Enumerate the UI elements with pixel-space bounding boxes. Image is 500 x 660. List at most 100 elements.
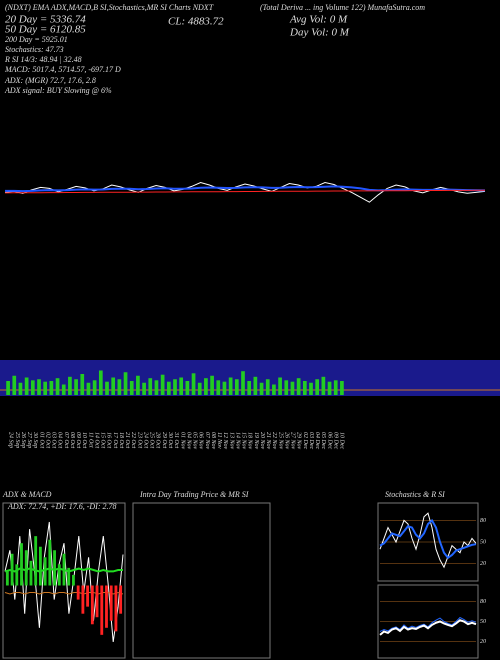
x-tick-label: 27 Nov xyxy=(290,432,296,450)
bar xyxy=(284,380,289,395)
y-tick-label: 20 xyxy=(480,639,486,645)
bar xyxy=(76,585,80,600)
indicator: R SI 14/3: 48.94 | 32.48 xyxy=(4,55,82,64)
y-tick-label: 80 xyxy=(480,599,486,605)
x-tick-label: 04 Dec xyxy=(314,432,321,449)
x-tick-label: 05 Nov xyxy=(192,432,198,450)
bar xyxy=(123,372,128,395)
bar xyxy=(53,550,56,586)
x-tick-label: 01 Nov xyxy=(179,432,185,450)
bar xyxy=(241,371,245,395)
x-tick-label: 26 Sep xyxy=(20,432,26,448)
bar xyxy=(61,384,66,395)
x-tick-label: 22 Nov xyxy=(271,432,277,450)
title-right: (Total Deriva ... ing Volume 122) Munafa… xyxy=(260,3,425,12)
bar xyxy=(154,380,159,395)
bar xyxy=(10,553,14,586)
bar xyxy=(340,381,344,395)
series-line xyxy=(4,591,124,595)
x-tick-label: 11 Oct xyxy=(87,432,93,448)
x-tick-label: 10 Dec xyxy=(339,432,345,449)
bar xyxy=(191,373,196,395)
series-line xyxy=(379,512,477,569)
bar xyxy=(136,375,140,395)
bar xyxy=(222,381,227,395)
bar xyxy=(247,381,252,395)
x-tick-label: 25 Oct xyxy=(149,432,155,448)
bar xyxy=(296,378,301,395)
x-tick-label: 18 Nov xyxy=(247,432,253,450)
y-tick-label: 50 xyxy=(480,619,486,625)
intraday-frame xyxy=(132,502,271,659)
x-tick-label: 10 Oct xyxy=(81,432,87,448)
bar xyxy=(95,585,99,618)
bar xyxy=(5,571,9,586)
series-line xyxy=(4,521,124,642)
bar xyxy=(57,564,61,586)
x-tick-label: 22 Oct xyxy=(130,432,136,448)
x-tick-label: 14 Oct xyxy=(93,432,100,448)
x-tick-label: 25 Sep xyxy=(14,432,20,448)
bar xyxy=(98,370,103,395)
bar xyxy=(216,380,221,395)
bar xyxy=(29,560,33,586)
bar xyxy=(265,379,270,395)
bar xyxy=(67,567,71,586)
x-tick-label: 02 Oct xyxy=(44,432,50,448)
x-tick-label: 04 Nov xyxy=(185,432,192,450)
indicator: 20 Day = 5336.74 xyxy=(5,14,86,26)
x-tick-label: 17 Oct xyxy=(112,432,118,448)
bar xyxy=(34,536,38,586)
series-line xyxy=(4,181,486,203)
bar xyxy=(105,585,108,628)
x-tick-label: 21 Oct xyxy=(124,432,130,448)
bar xyxy=(119,585,123,614)
intraday-title: Intra Day Trading Price & MR SI xyxy=(139,490,249,499)
series-line xyxy=(379,619,477,636)
x-tick-label: 12 Nov xyxy=(222,432,228,450)
x-tick-label: 18 Oct xyxy=(118,432,124,448)
x-tick-label: 09 Dec xyxy=(332,432,338,449)
series-line xyxy=(379,518,477,560)
indicator: MACD: 5017.4, 5714.57, -697.17 D xyxy=(4,65,121,74)
series-line xyxy=(5,185,486,193)
x-tick-label: 05 Dec xyxy=(320,432,326,449)
bar xyxy=(117,379,122,395)
bar xyxy=(105,381,109,395)
x-tick-label: 06 Dec xyxy=(326,432,332,449)
x-tick-label: 07 Oct xyxy=(63,432,69,448)
x-tick-label: 23 Oct xyxy=(136,432,142,448)
close: CL: 4883.72 xyxy=(168,16,224,28)
x-tick-label: 07 Nov xyxy=(204,432,210,450)
adx-values: ADX: 72.74, +DI: 17.6, -DI: 2.78 xyxy=(7,502,117,511)
bar xyxy=(92,380,97,395)
bar xyxy=(333,380,338,395)
bar xyxy=(272,384,276,395)
x-tick-label: 24 Sep xyxy=(8,432,15,448)
bar xyxy=(290,381,295,395)
bar xyxy=(129,381,134,395)
bar xyxy=(43,381,48,395)
x-tick-label: 13 Nov xyxy=(228,432,234,450)
adx-panel-title: ADX & MACD xyxy=(2,490,52,499)
bar xyxy=(49,381,54,395)
x-tick-label: 25 Nov xyxy=(277,432,283,450)
bar xyxy=(38,546,42,586)
x-tick-label: 08 Oct xyxy=(69,432,75,448)
title-left: (NDXT) EMA ADX,MACD,B SI,Stochastics,MR … xyxy=(5,3,214,12)
bar xyxy=(72,574,75,586)
bar xyxy=(55,378,60,395)
adx-signal: ADX signal: BUY Slowing @ 6% xyxy=(4,86,112,95)
bar xyxy=(86,585,90,607)
x-tick-label: 26 Nov xyxy=(283,432,289,450)
bar xyxy=(81,585,85,614)
bar xyxy=(18,382,23,395)
bar xyxy=(6,381,10,395)
x-tick-label: 15 Oct xyxy=(100,432,106,448)
indicator: 50 Day = 6120.85 xyxy=(5,24,86,36)
x-tick-label: 24 Oct xyxy=(142,432,149,448)
bar xyxy=(30,380,35,395)
bar xyxy=(210,375,214,395)
bar xyxy=(48,539,52,586)
bar xyxy=(302,381,307,395)
